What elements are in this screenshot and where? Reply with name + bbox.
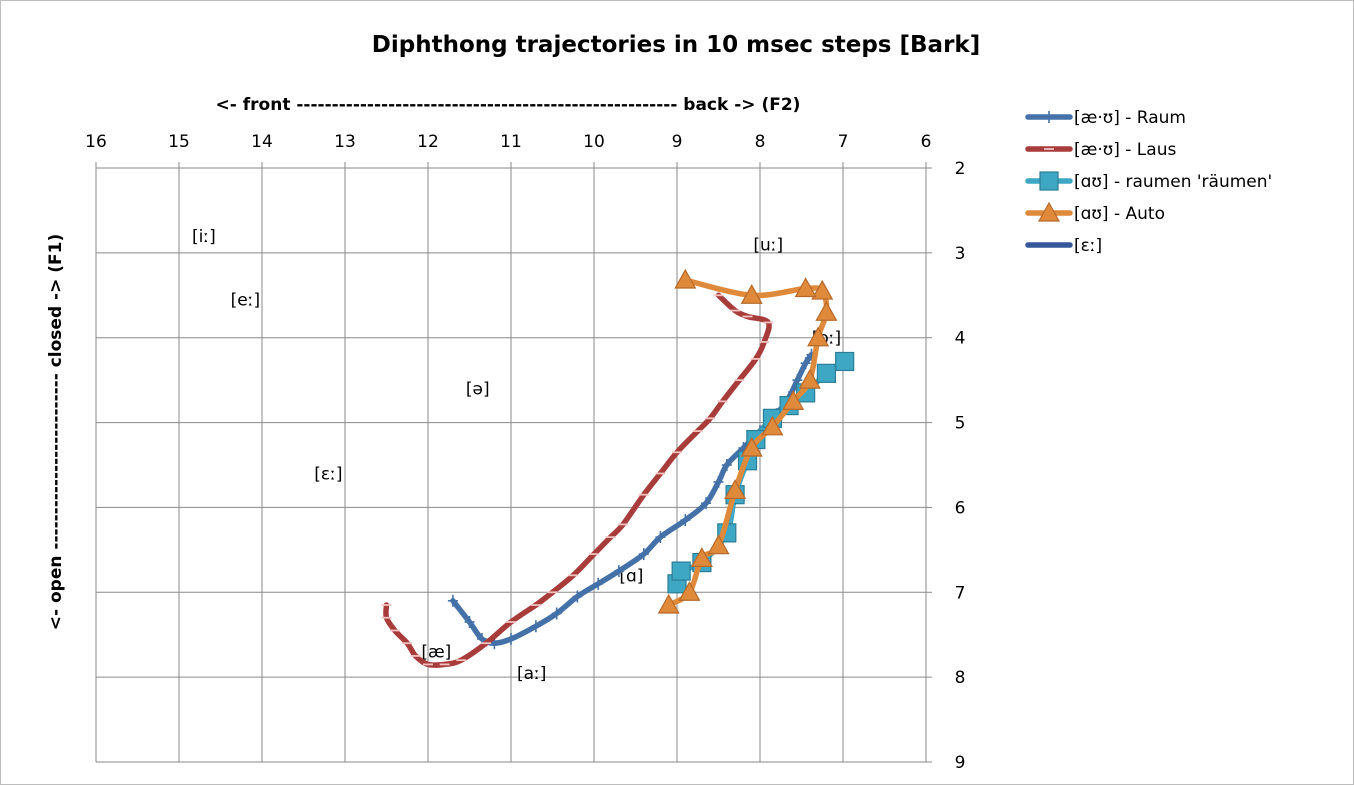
legend-label: [æ·ʊ] - Raum <box>1074 108 1186 128</box>
data-point <box>680 514 691 527</box>
data-point <box>551 607 562 620</box>
vowel-annotation: [aː] <box>517 664 546 684</box>
vowel-annotation: [æ] <box>421 643 451 663</box>
data-point <box>798 368 821 389</box>
y-tick-label: 8 <box>955 668 966 688</box>
y-tick-label: 7 <box>955 583 966 603</box>
data-point <box>464 615 475 628</box>
series-1 <box>381 292 774 668</box>
data-point <box>572 590 583 603</box>
x-tick-label: 9 <box>672 132 683 152</box>
series-line <box>450 351 815 646</box>
chart-title: Diphthong trajectories in 10 msec steps … <box>372 32 980 58</box>
legend-label: [ɑʊ] - Auto <box>1074 204 1165 224</box>
x-tick-label: 12 <box>417 132 439 152</box>
legend-item: [ɑʊ] - Auto <box>1025 201 1165 224</box>
series-line <box>383 292 772 668</box>
series-2 <box>667 351 855 594</box>
x-axis-label: <- front -------------------------------… <box>216 95 801 115</box>
x-tick-label: 15 <box>168 132 190 152</box>
vowel-annotation: [ɑ] <box>619 566 643 586</box>
data-point <box>782 390 805 410</box>
legend-marker <box>1037 201 1061 222</box>
vowel-annotation: [eː] <box>231 291 260 311</box>
x-tick-label: 7 <box>838 132 849 152</box>
legend-label: [ɛː] <box>1074 236 1102 256</box>
legend-item: [ɛː] <box>1025 236 1102 256</box>
x-tick-labels: 16 15 14 13 12 11 10 9 8 7 6 <box>85 132 931 152</box>
data-point <box>835 351 855 372</box>
y-tick-label: 6 <box>955 498 966 518</box>
data-point <box>701 497 712 510</box>
data-point <box>761 415 784 436</box>
series-0 <box>447 348 817 650</box>
y-tick-label: 2 <box>955 159 966 179</box>
data-point <box>740 284 763 304</box>
data-point <box>811 279 834 300</box>
data-point <box>678 581 701 601</box>
y-tick-labels: 2 3 4 5 6 7 8 9 <box>955 159 966 773</box>
legend-label: [ɑʊ] - raumen 'räumen' <box>1074 172 1272 192</box>
data-point <box>638 548 649 561</box>
data-point <box>674 268 697 289</box>
data-point <box>815 301 838 321</box>
x-tick-label: 10 <box>583 132 605 152</box>
data-point <box>447 594 458 607</box>
legend-label: [æ·ʊ] - Laus <box>1074 140 1176 160</box>
y-axis-label: <- open ------------------------- closed… <box>46 234 66 630</box>
data-point <box>657 593 680 614</box>
data-point <box>816 363 837 383</box>
x-tick-label: 11 <box>500 132 522 152</box>
data-point <box>713 475 724 488</box>
y-tick-label: 4 <box>955 329 966 349</box>
x-tick-label: 6 <box>921 132 932 152</box>
data-point <box>740 436 763 457</box>
vowel-annotation: [ɛː] <box>314 464 342 484</box>
data-point <box>807 326 830 347</box>
data-point <box>690 547 713 567</box>
data-point <box>613 565 624 578</box>
data-point <box>724 479 747 500</box>
data-point <box>707 534 730 555</box>
data-point <box>530 620 541 633</box>
x-tick-label: 16 <box>85 132 107 152</box>
data-point <box>721 459 732 471</box>
legend: [æ·ʊ] - Raum [æ·ʊ] - Laus [ɑʊ] - raumen 'r… <box>1025 108 1272 256</box>
legend-item: [æ·ʊ] - Raum <box>1025 108 1186 128</box>
vowel-annotation: [iː] <box>192 227 216 247</box>
legend-item: [ɑʊ] - raumen 'räumen' <box>1025 171 1272 192</box>
data-point <box>671 561 691 581</box>
x-tick-label: 13 <box>334 132 356 152</box>
y-tick-label: 3 <box>955 244 966 264</box>
legend-item: [æ·ʊ] - Laus <box>1025 140 1176 160</box>
plot-grid <box>95 162 932 763</box>
x-tick-label: 14 <box>251 132 273 152</box>
data-point <box>506 632 516 645</box>
legend-marker <box>1044 111 1054 123</box>
data-point <box>794 277 817 298</box>
x-tick-label: 8 <box>755 132 766 152</box>
data-point <box>593 577 604 590</box>
data-point <box>655 531 666 544</box>
y-tick-label: 5 <box>955 414 966 434</box>
data-point <box>800 357 811 370</box>
legend-marker <box>1039 171 1059 191</box>
vowel-annotation: [uː] <box>753 235 783 255</box>
series-3 <box>657 268 838 614</box>
y-tick-label: 9 <box>955 753 966 773</box>
data-series <box>381 268 855 668</box>
vowel-annotation: [ə] <box>466 380 490 400</box>
